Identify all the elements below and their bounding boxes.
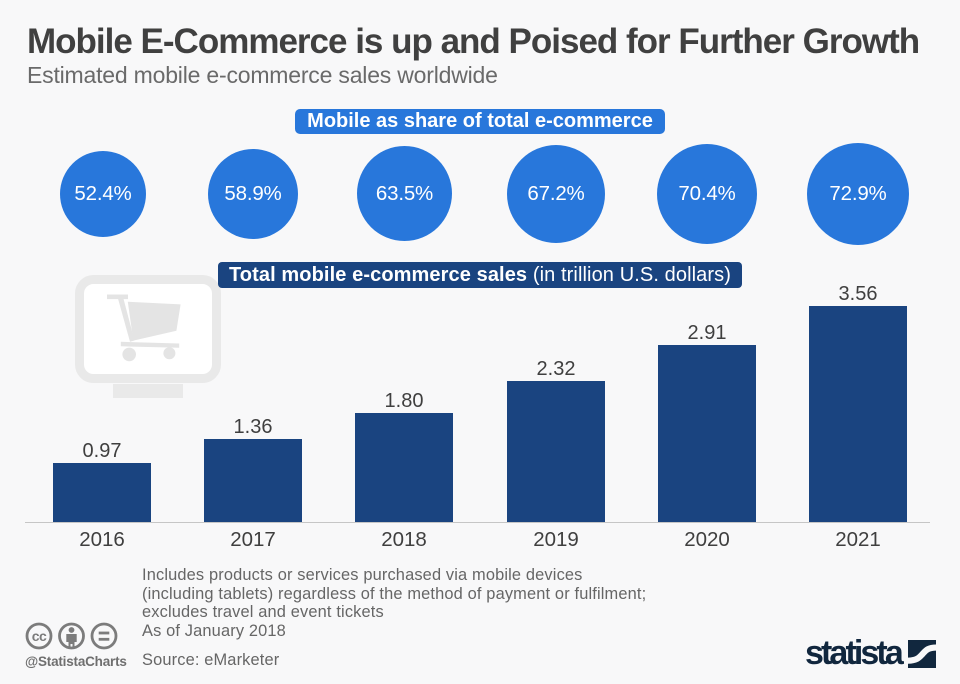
svg-text:cc: cc: [32, 628, 47, 644]
